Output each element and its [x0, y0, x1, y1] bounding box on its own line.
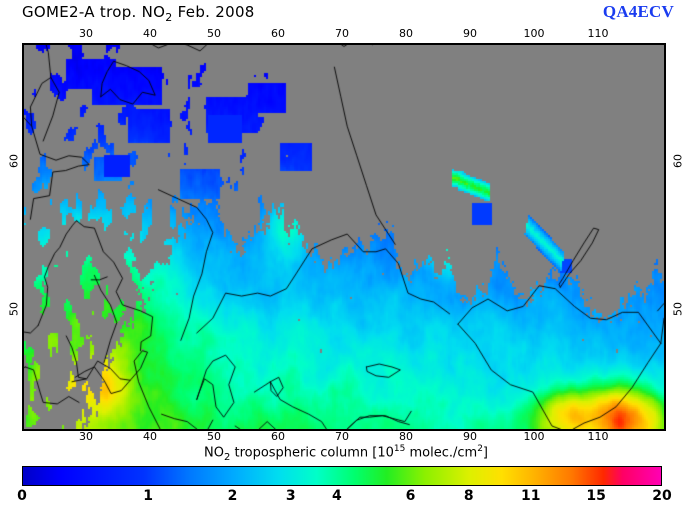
- cbar-label-suffix: molec./cm: [405, 445, 478, 461]
- x-axis-tick-label: 90: [463, 27, 477, 40]
- y-axis-tick-label: 60: [671, 154, 685, 169]
- title-row: GOME2-A trop. NO2 Feb. 2008 QA4ECV: [0, 0, 692, 26]
- x-axis-tick-label: 60: [271, 27, 285, 40]
- x-axis-tick-label: 100: [523, 27, 545, 40]
- colorbar-tick-label: 2: [227, 488, 238, 504]
- colorbar-tick-label: 8: [463, 488, 474, 504]
- colorbar: [22, 466, 662, 486]
- colorbar-tick-label: 20: [652, 488, 672, 504]
- cbar-label-mid: tropospheric column [10: [230, 445, 394, 461]
- x-axis-tick-label: 50: [207, 430, 221, 443]
- colorbar-gradient: [23, 467, 661, 485]
- y-axis-tick-label: 50: [7, 301, 21, 316]
- x-axis-tick-label: 40: [143, 430, 157, 443]
- colorbar-tick-label: 11: [521, 488, 541, 504]
- cbar-label-sup2: 2: [477, 444, 483, 454]
- colorbar-tick-label: 3: [285, 488, 296, 504]
- x-axis-tick-label: 30: [79, 430, 93, 443]
- x-axis-tick-label: 90: [463, 430, 477, 443]
- y-axis-tick-label: 60: [7, 154, 21, 169]
- brand-logo: QA4ECV: [602, 2, 674, 21]
- x-axis-tick-label: 110: [587, 430, 609, 443]
- title-main-text: GOME2-A trop. NO: [22, 3, 166, 21]
- y-axis-tick-label: 50: [671, 301, 685, 316]
- colorbar-axis-label: NO2 tropospheric column [1015 molec./cm2…: [204, 444, 488, 463]
- colorbar-tick-label: 4: [332, 488, 342, 504]
- x-axis-tick-label: 80: [399, 27, 413, 40]
- colorbar-tick-label: 15: [586, 488, 606, 504]
- no2-map-heatmap: [24, 45, 664, 429]
- x-axis-tick-label: 40: [143, 27, 157, 40]
- x-axis-tick-label: 100: [523, 430, 545, 443]
- cbar-label-prefix: NO: [203, 445, 224, 461]
- title-date-text: Feb. 2008: [172, 3, 255, 21]
- x-axis-tick-label: 60: [271, 430, 285, 443]
- map-plot-frame: [22, 43, 666, 431]
- x-axis-tick-label: 30: [79, 27, 93, 40]
- x-axis-tick-label: 70: [335, 430, 349, 443]
- colorbar-tick-label: 0: [17, 488, 27, 504]
- colorbar-tick-label: 6: [405, 488, 416, 504]
- x-axis-tick-label: 70: [335, 27, 349, 40]
- page-title: GOME2-A trop. NO2 Feb. 2008: [22, 3, 255, 24]
- cbar-label-end: ]: [482, 445, 489, 461]
- x-axis-tick-label: 110: [587, 27, 609, 40]
- colorbar-tick-label: 1: [143, 488, 153, 504]
- cbar-label-sub: 2: [223, 451, 231, 463]
- x-axis-tick-label: 80: [399, 430, 413, 443]
- cbar-label-sup: 15: [393, 444, 406, 454]
- x-axis-tick-label: 50: [207, 27, 221, 40]
- title-subscript: 2: [165, 11, 173, 24]
